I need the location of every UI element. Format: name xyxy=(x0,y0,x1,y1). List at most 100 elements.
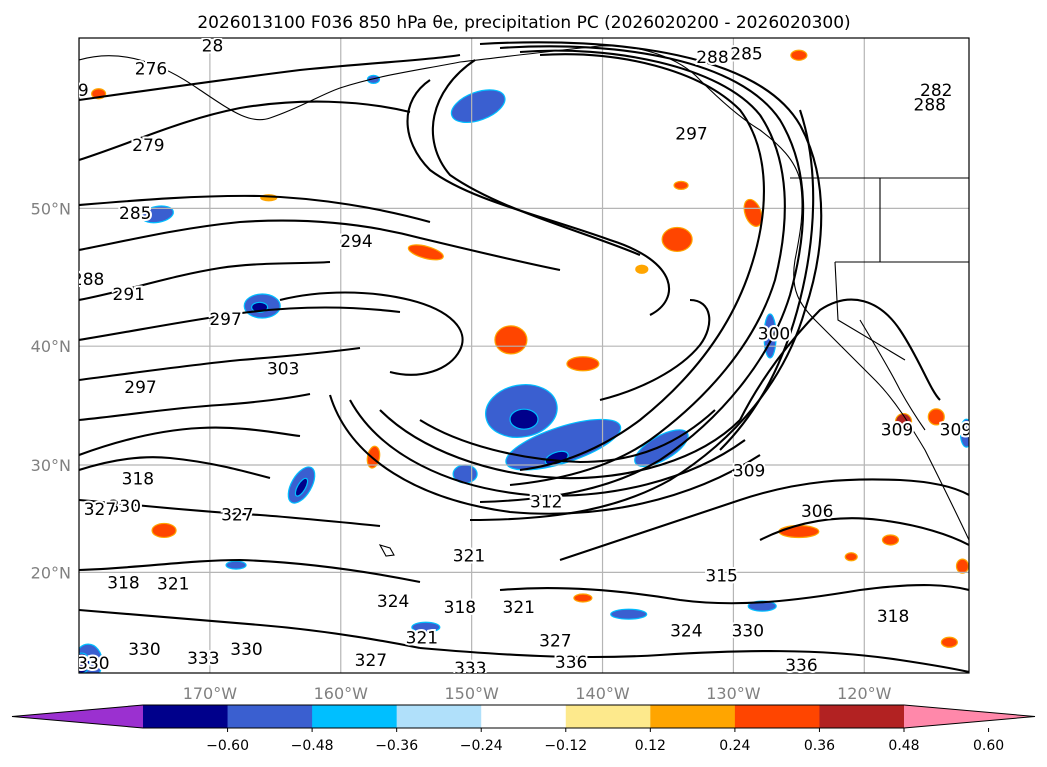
precip-area xyxy=(894,412,913,431)
colorbar-tick-label: 0.36 xyxy=(804,738,835,754)
colorbar: −0.60 −0.48 −0.36 −0.24 −0.12 0.12 0.24 0.36 0.4… xyxy=(11,704,1036,754)
contour-label: 330 xyxy=(109,497,141,517)
theta-e-contour xyxy=(79,194,431,224)
contour-label: 300 xyxy=(758,324,790,344)
theta-e-contour xyxy=(509,49,786,487)
theta-e-contour xyxy=(419,409,716,464)
contour-label: 309 xyxy=(881,421,913,441)
contour-label: 282 xyxy=(920,81,952,101)
precip-area xyxy=(790,49,808,61)
contour-label: 327 xyxy=(84,500,116,520)
precip-area xyxy=(566,356,600,372)
contour-label: 297 xyxy=(675,125,707,145)
precip-area xyxy=(151,522,177,539)
contour-label: 306 xyxy=(801,502,833,522)
colorbar-tick-label: −0.24 xyxy=(460,738,503,754)
contour-label: 288 xyxy=(72,270,104,290)
contour-label: 28 xyxy=(202,37,224,57)
colorbar-outline xyxy=(11,704,1036,729)
contour-label: 330 xyxy=(230,640,262,660)
contour-label: 321 xyxy=(503,598,535,618)
coastlines xyxy=(79,38,969,557)
precip-area xyxy=(450,89,506,124)
lat-tick-label: 50°N xyxy=(31,199,71,218)
precip-area xyxy=(844,552,858,562)
precip-area xyxy=(509,408,539,430)
colorbar-segment xyxy=(396,705,482,728)
precip-area xyxy=(955,558,969,574)
lat-tick-label: 30°N xyxy=(31,456,71,475)
colorbar-extend-high xyxy=(904,705,1035,728)
contour-label: 285 xyxy=(119,204,151,224)
colorbar-tick-label: 0.12 xyxy=(635,738,666,754)
theta-e-contour xyxy=(499,584,969,605)
hawaii-islands xyxy=(378,544,395,557)
colorbar-segment xyxy=(734,705,820,728)
precip-area xyxy=(411,621,441,633)
precip-area xyxy=(573,593,593,603)
theta-e-contour xyxy=(79,260,331,302)
contour-label: 288 xyxy=(914,95,946,115)
contour-label: 318 xyxy=(107,574,139,594)
contour-label: 330 xyxy=(732,621,764,641)
theta-e-contour xyxy=(599,298,711,402)
lon-tick-label: 150°W xyxy=(444,684,499,703)
contour-label: 309 xyxy=(733,462,765,482)
contour-label: 285 xyxy=(730,44,762,64)
theta-e-contour xyxy=(79,219,561,272)
precip-area xyxy=(661,226,693,253)
precip-area xyxy=(940,636,958,648)
contour-label: 321 xyxy=(406,628,438,648)
colorbar-segment xyxy=(819,705,905,728)
contour-label: 318 xyxy=(444,598,476,618)
lat-tick-label: 40°N xyxy=(31,337,71,356)
theta-e-contour xyxy=(431,59,641,256)
colorbar-tick-label: −0.48 xyxy=(291,738,334,754)
contour-label: 279 xyxy=(56,81,88,101)
colorbar-tick-label: 0.24 xyxy=(719,738,750,754)
theta-e-contour xyxy=(79,100,411,161)
theta-e-contour xyxy=(79,498,381,528)
colorbar-segment xyxy=(650,705,736,728)
map-frame xyxy=(78,37,970,674)
colorbar-tick-label: −0.60 xyxy=(206,738,249,754)
theta-e-contour xyxy=(379,409,741,480)
contour-label: 312 xyxy=(530,492,562,512)
lon-tick-label: 170°W xyxy=(183,684,238,703)
colorbar-tick-label: −0.36 xyxy=(375,738,418,754)
contour-label: 330 xyxy=(128,640,160,660)
precip-area xyxy=(743,198,763,227)
lon-tick-label: 140°W xyxy=(575,684,630,703)
longitude-labels: 170°W 160°W 150°W 140°W 130°W 120°W xyxy=(183,684,892,703)
theta-e-contour xyxy=(479,45,805,504)
theta-e-contour xyxy=(419,646,969,673)
contour-label: 318 xyxy=(877,607,909,627)
alaska-coastline xyxy=(79,38,801,181)
precip-area xyxy=(141,205,174,224)
north-america-west-coast xyxy=(793,179,969,541)
precip-area xyxy=(881,534,900,546)
contour-label: 324 xyxy=(377,592,409,612)
colorbar-tick-label: 0.48 xyxy=(888,738,919,754)
contour-label: 333 xyxy=(454,659,486,679)
precip-area xyxy=(494,325,528,355)
lon-tick-label: 120°W xyxy=(837,684,892,703)
theta-e-contour xyxy=(79,558,421,584)
precip-area xyxy=(407,244,444,261)
colorbar-segment xyxy=(143,705,229,728)
precip-area xyxy=(959,418,969,448)
lat-tick-label: 20°N xyxy=(31,563,71,582)
map-area xyxy=(79,38,969,673)
colorbar-tick-label: 0.60 xyxy=(973,738,1004,754)
contour-label: 276 xyxy=(135,59,167,79)
precip-area xyxy=(635,264,649,274)
theta-e-contour xyxy=(79,456,271,480)
contour-label: 294 xyxy=(340,232,372,252)
precipitation-layer xyxy=(79,49,969,673)
chart-title: 2026013100 F036 850 hPa θe, precipitatio… xyxy=(197,13,850,33)
precip-area xyxy=(225,560,247,570)
contour-label: 336 xyxy=(785,656,817,676)
contour-label: 291 xyxy=(113,285,145,305)
theta-e-contour xyxy=(79,608,421,650)
contour-label: 333 xyxy=(187,649,219,669)
